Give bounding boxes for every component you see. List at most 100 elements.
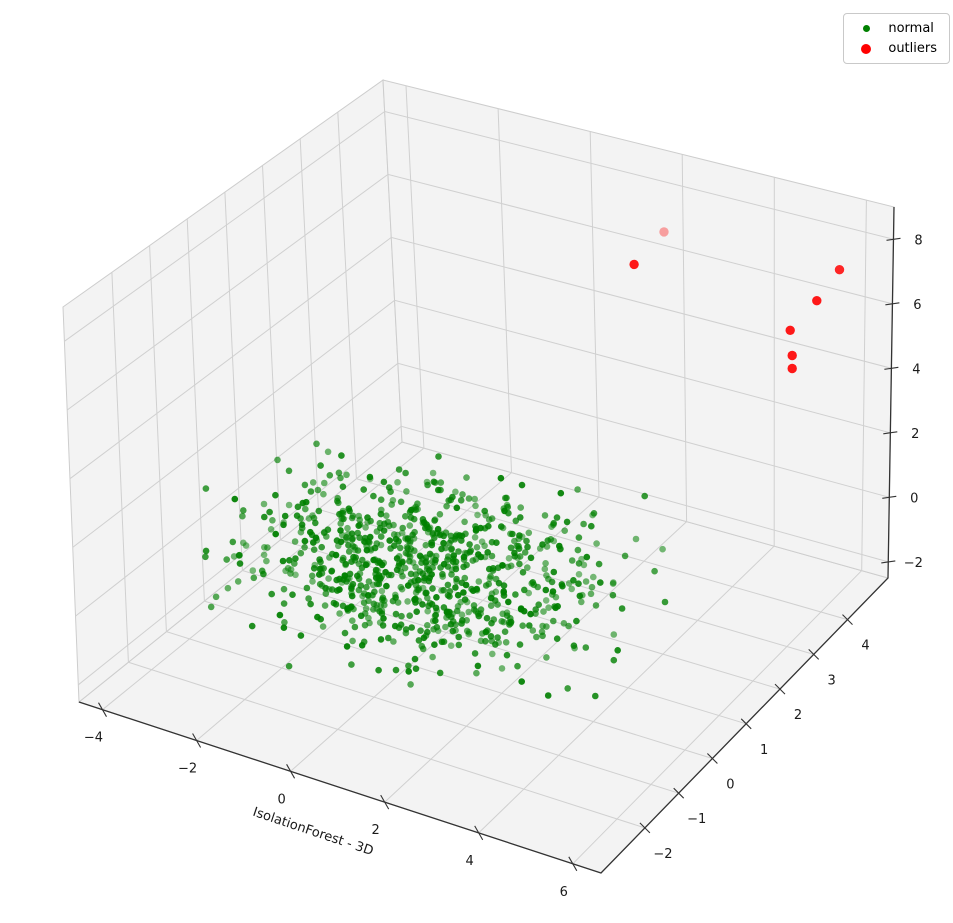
z-tick-label: −2 bbox=[904, 556, 923, 571]
normal-point bbox=[343, 471, 350, 479]
normal-point bbox=[417, 627, 424, 634]
normal-point bbox=[280, 624, 288, 631]
normal-point bbox=[575, 571, 583, 578]
z-tick-label: 8 bbox=[914, 233, 922, 248]
normal-point bbox=[317, 462, 324, 469]
normal-point bbox=[279, 557, 287, 565]
normal-point bbox=[488, 538, 496, 546]
x-tick-label: 6 bbox=[560, 885, 568, 900]
normal-point bbox=[431, 534, 438, 542]
normal-point bbox=[286, 557, 293, 564]
normal-point bbox=[351, 557, 359, 564]
normal-point bbox=[403, 488, 410, 495]
normal-point bbox=[272, 491, 279, 499]
normal-point bbox=[449, 618, 457, 625]
normal-point bbox=[202, 485, 210, 492]
normal-point bbox=[488, 637, 496, 645]
normal-point bbox=[402, 469, 409, 477]
normal-point bbox=[438, 587, 445, 594]
tick-mark bbox=[884, 366, 899, 370]
normal-point bbox=[309, 578, 316, 585]
normal-point bbox=[361, 621, 369, 629]
normal-point bbox=[651, 567, 658, 575]
normal-point bbox=[440, 638, 448, 645]
normal-point bbox=[302, 505, 309, 513]
normal-point bbox=[529, 579, 537, 586]
normal-point bbox=[556, 545, 564, 553]
y-tick-label: 4 bbox=[861, 639, 869, 654]
normal-point bbox=[379, 622, 387, 629]
y-tick-label: −2 bbox=[653, 847, 672, 862]
normal-point bbox=[503, 651, 511, 659]
normal-point bbox=[416, 552, 424, 560]
normal-point bbox=[394, 599, 402, 606]
normal-point bbox=[473, 585, 481, 593]
normal-point bbox=[281, 512, 289, 520]
normal-point bbox=[297, 549, 305, 557]
normal-point bbox=[309, 479, 317, 486]
normal-point bbox=[276, 611, 284, 619]
normal-point bbox=[289, 591, 296, 598]
normal-point bbox=[462, 581, 470, 589]
normal-point bbox=[445, 497, 453, 504]
normal-point bbox=[463, 598, 471, 606]
normal-point bbox=[410, 535, 418, 542]
normal-point bbox=[415, 586, 422, 594]
normal-point bbox=[335, 469, 343, 477]
normal-point bbox=[342, 561, 349, 569]
normal-point bbox=[455, 633, 463, 641]
normal-point bbox=[364, 538, 372, 545]
normal-point bbox=[423, 521, 430, 528]
normal-point bbox=[575, 580, 582, 587]
normal-point bbox=[405, 668, 413, 675]
normal-point bbox=[437, 564, 444, 571]
grid-lines bbox=[64, 85, 894, 865]
normal-point bbox=[287, 566, 295, 573]
normal-point bbox=[466, 541, 473, 548]
normal-point bbox=[280, 600, 288, 607]
normal-point bbox=[454, 591, 462, 599]
normal-point bbox=[472, 525, 480, 533]
normal-point bbox=[359, 556, 366, 564]
normal-point bbox=[483, 614, 491, 622]
x-tick-label: 4 bbox=[466, 854, 474, 869]
normal-point bbox=[355, 586, 363, 594]
normal-point bbox=[281, 619, 288, 626]
normal-point bbox=[332, 551, 340, 559]
normal-point bbox=[407, 681, 414, 688]
normal-point bbox=[543, 654, 550, 661]
normal-point bbox=[473, 544, 481, 551]
normal-point bbox=[292, 571, 299, 579]
normal-point bbox=[455, 548, 462, 555]
tick-mark bbox=[474, 825, 484, 841]
normal-point bbox=[325, 575, 332, 582]
normal-point bbox=[497, 474, 505, 482]
normal-point bbox=[360, 486, 368, 493]
normal-point bbox=[435, 453, 442, 460]
normal-point bbox=[231, 495, 239, 503]
normal-point bbox=[320, 529, 328, 537]
y-tick-label: 3 bbox=[828, 673, 836, 688]
normal-point bbox=[345, 505, 353, 512]
normal-point bbox=[500, 582, 508, 589]
normal-point bbox=[543, 572, 550, 579]
normal-point bbox=[475, 578, 483, 585]
normal-point bbox=[310, 514, 318, 522]
normal-point bbox=[488, 552, 496, 560]
normal-point bbox=[507, 562, 515, 570]
normal-point bbox=[377, 496, 385, 504]
x-tick-label: 0 bbox=[277, 792, 285, 807]
normal-point bbox=[592, 692, 599, 700]
normal-point bbox=[340, 515, 347, 523]
normal-point bbox=[381, 520, 388, 528]
normal-point bbox=[349, 580, 357, 588]
normal-point bbox=[533, 633, 540, 641]
normal-point bbox=[436, 511, 444, 518]
normal-point bbox=[388, 501, 396, 508]
normal-point bbox=[505, 598, 512, 606]
normal-point bbox=[519, 569, 527, 576]
normal-point bbox=[336, 510, 343, 518]
normal-point bbox=[321, 479, 328, 487]
normal-point bbox=[461, 549, 469, 557]
normal-point bbox=[426, 550, 434, 558]
